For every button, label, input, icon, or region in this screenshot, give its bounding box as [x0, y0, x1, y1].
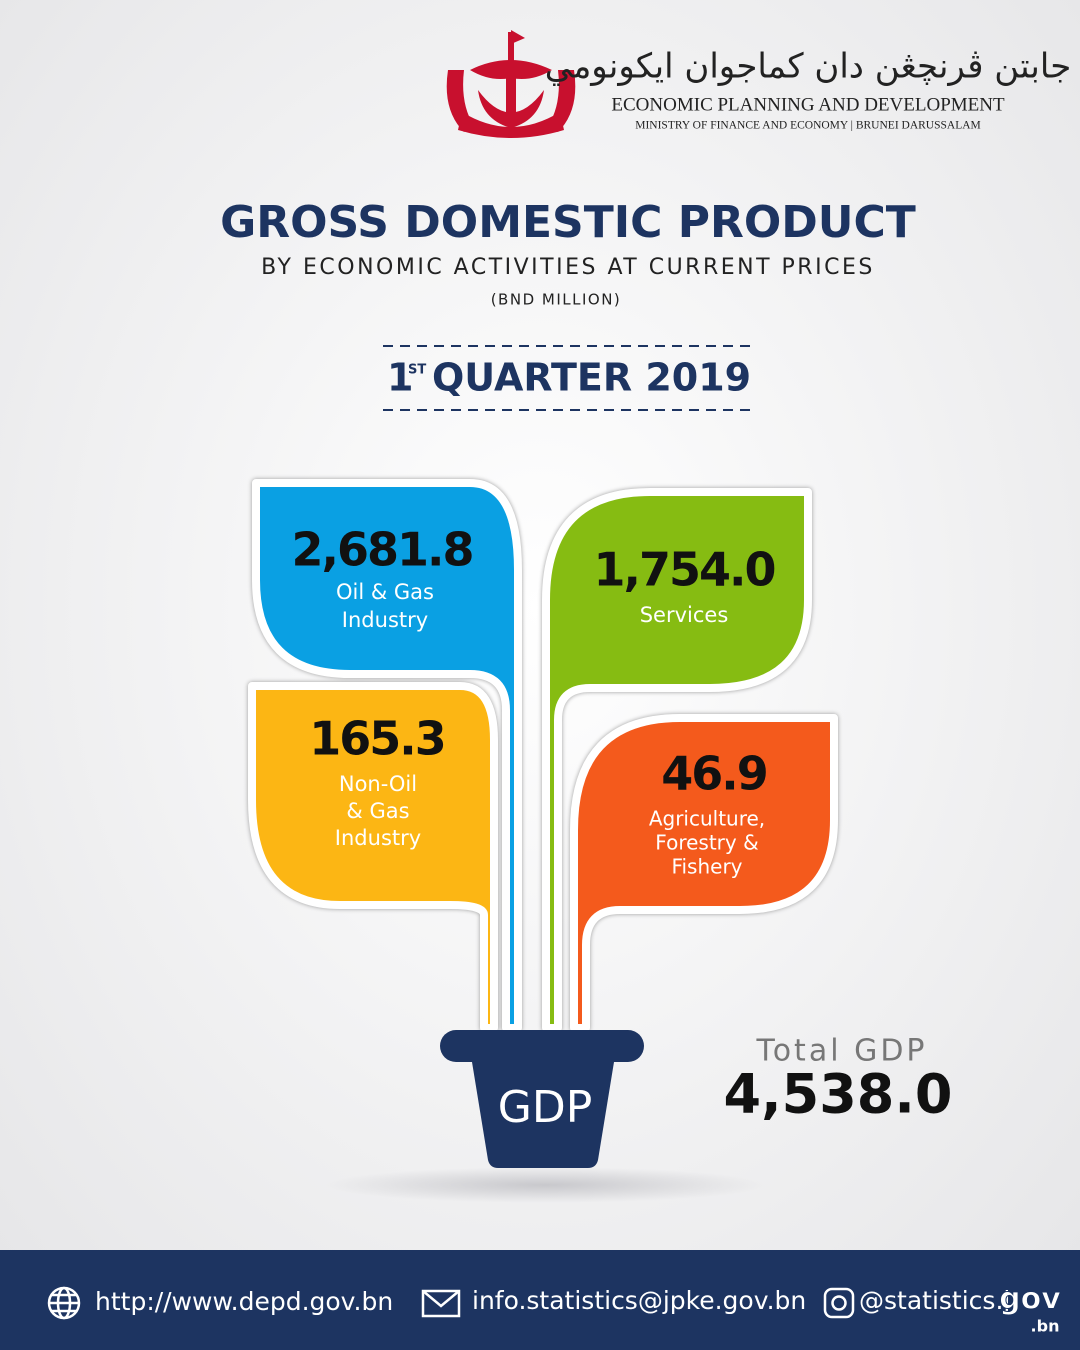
total-label: Total GDP — [755, 1034, 927, 1069]
period: QUARTER 2019 — [432, 356, 751, 400]
leaf — [252, 479, 522, 1032]
leaf-label: Industry — [342, 608, 428, 632]
leaf — [248, 682, 498, 1032]
instagram[interactable]: @statistics.j — [859, 1286, 1010, 1315]
ministry: MINISTRY OF FINANCE AND ECONOMY | BRUNEI… — [635, 120, 981, 132]
leaf-label: Forestry & — [655, 831, 758, 855]
leaf-value: 46.9 — [661, 747, 767, 801]
leaf-value: 2,681.8 — [292, 523, 473, 577]
icons — [47, 1286, 855, 1320]
email[interactable]: info.statistics@jpke.gov.bn — [472, 1286, 806, 1315]
leaf-value: 165.3 — [309, 712, 445, 766]
period-suffix: ST — [408, 363, 426, 378]
leaf-label: Industry — [335, 826, 421, 850]
pot — [472, 1062, 614, 1168]
crest — [446, 30, 576, 138]
gov-logo-bn: .bn — [1031, 1317, 1060, 1336]
org-jawi: جابتن ڤرنچڠن دان كماجوان ايكونومي — [545, 47, 1072, 87]
leaf-label: Agriculture, — [649, 807, 765, 831]
leaf — [542, 488, 812, 1032]
pot-shadow — [325, 1167, 765, 1203]
subtitle: BY ECONOMIC ACTIVITIES AT CURRENT PRICES — [261, 255, 875, 280]
leaf-label: Oil & Gas — [336, 580, 434, 604]
gov-logo: gov — [999, 1282, 1061, 1317]
leaf — [570, 714, 838, 1032]
website[interactable]: http://www.depd.gov.bn — [95, 1287, 393, 1316]
leaf-value: 1,754.0 — [594, 543, 775, 597]
pot-label: GDP — [498, 1082, 593, 1133]
leaf-label: & Gas — [346, 799, 409, 823]
plant — [248, 479, 838, 1032]
footer — [0, 1250, 1080, 1350]
pot-rim — [440, 1030, 644, 1062]
leaf-label: Services — [640, 603, 729, 627]
leaf-label: Non-Oil — [339, 772, 417, 796]
title: GROSS DOMESTIC PRODUCT — [220, 197, 916, 248]
leaf-label: Fishery — [671, 855, 742, 879]
unit: (BND MILLION) — [491, 291, 622, 309]
period-ordinal: 1 — [387, 356, 413, 400]
total-value: 4,538.0 — [724, 1063, 953, 1126]
org-name: ECONOMIC PLANNING AND DEVELOPMENT — [611, 94, 1005, 115]
